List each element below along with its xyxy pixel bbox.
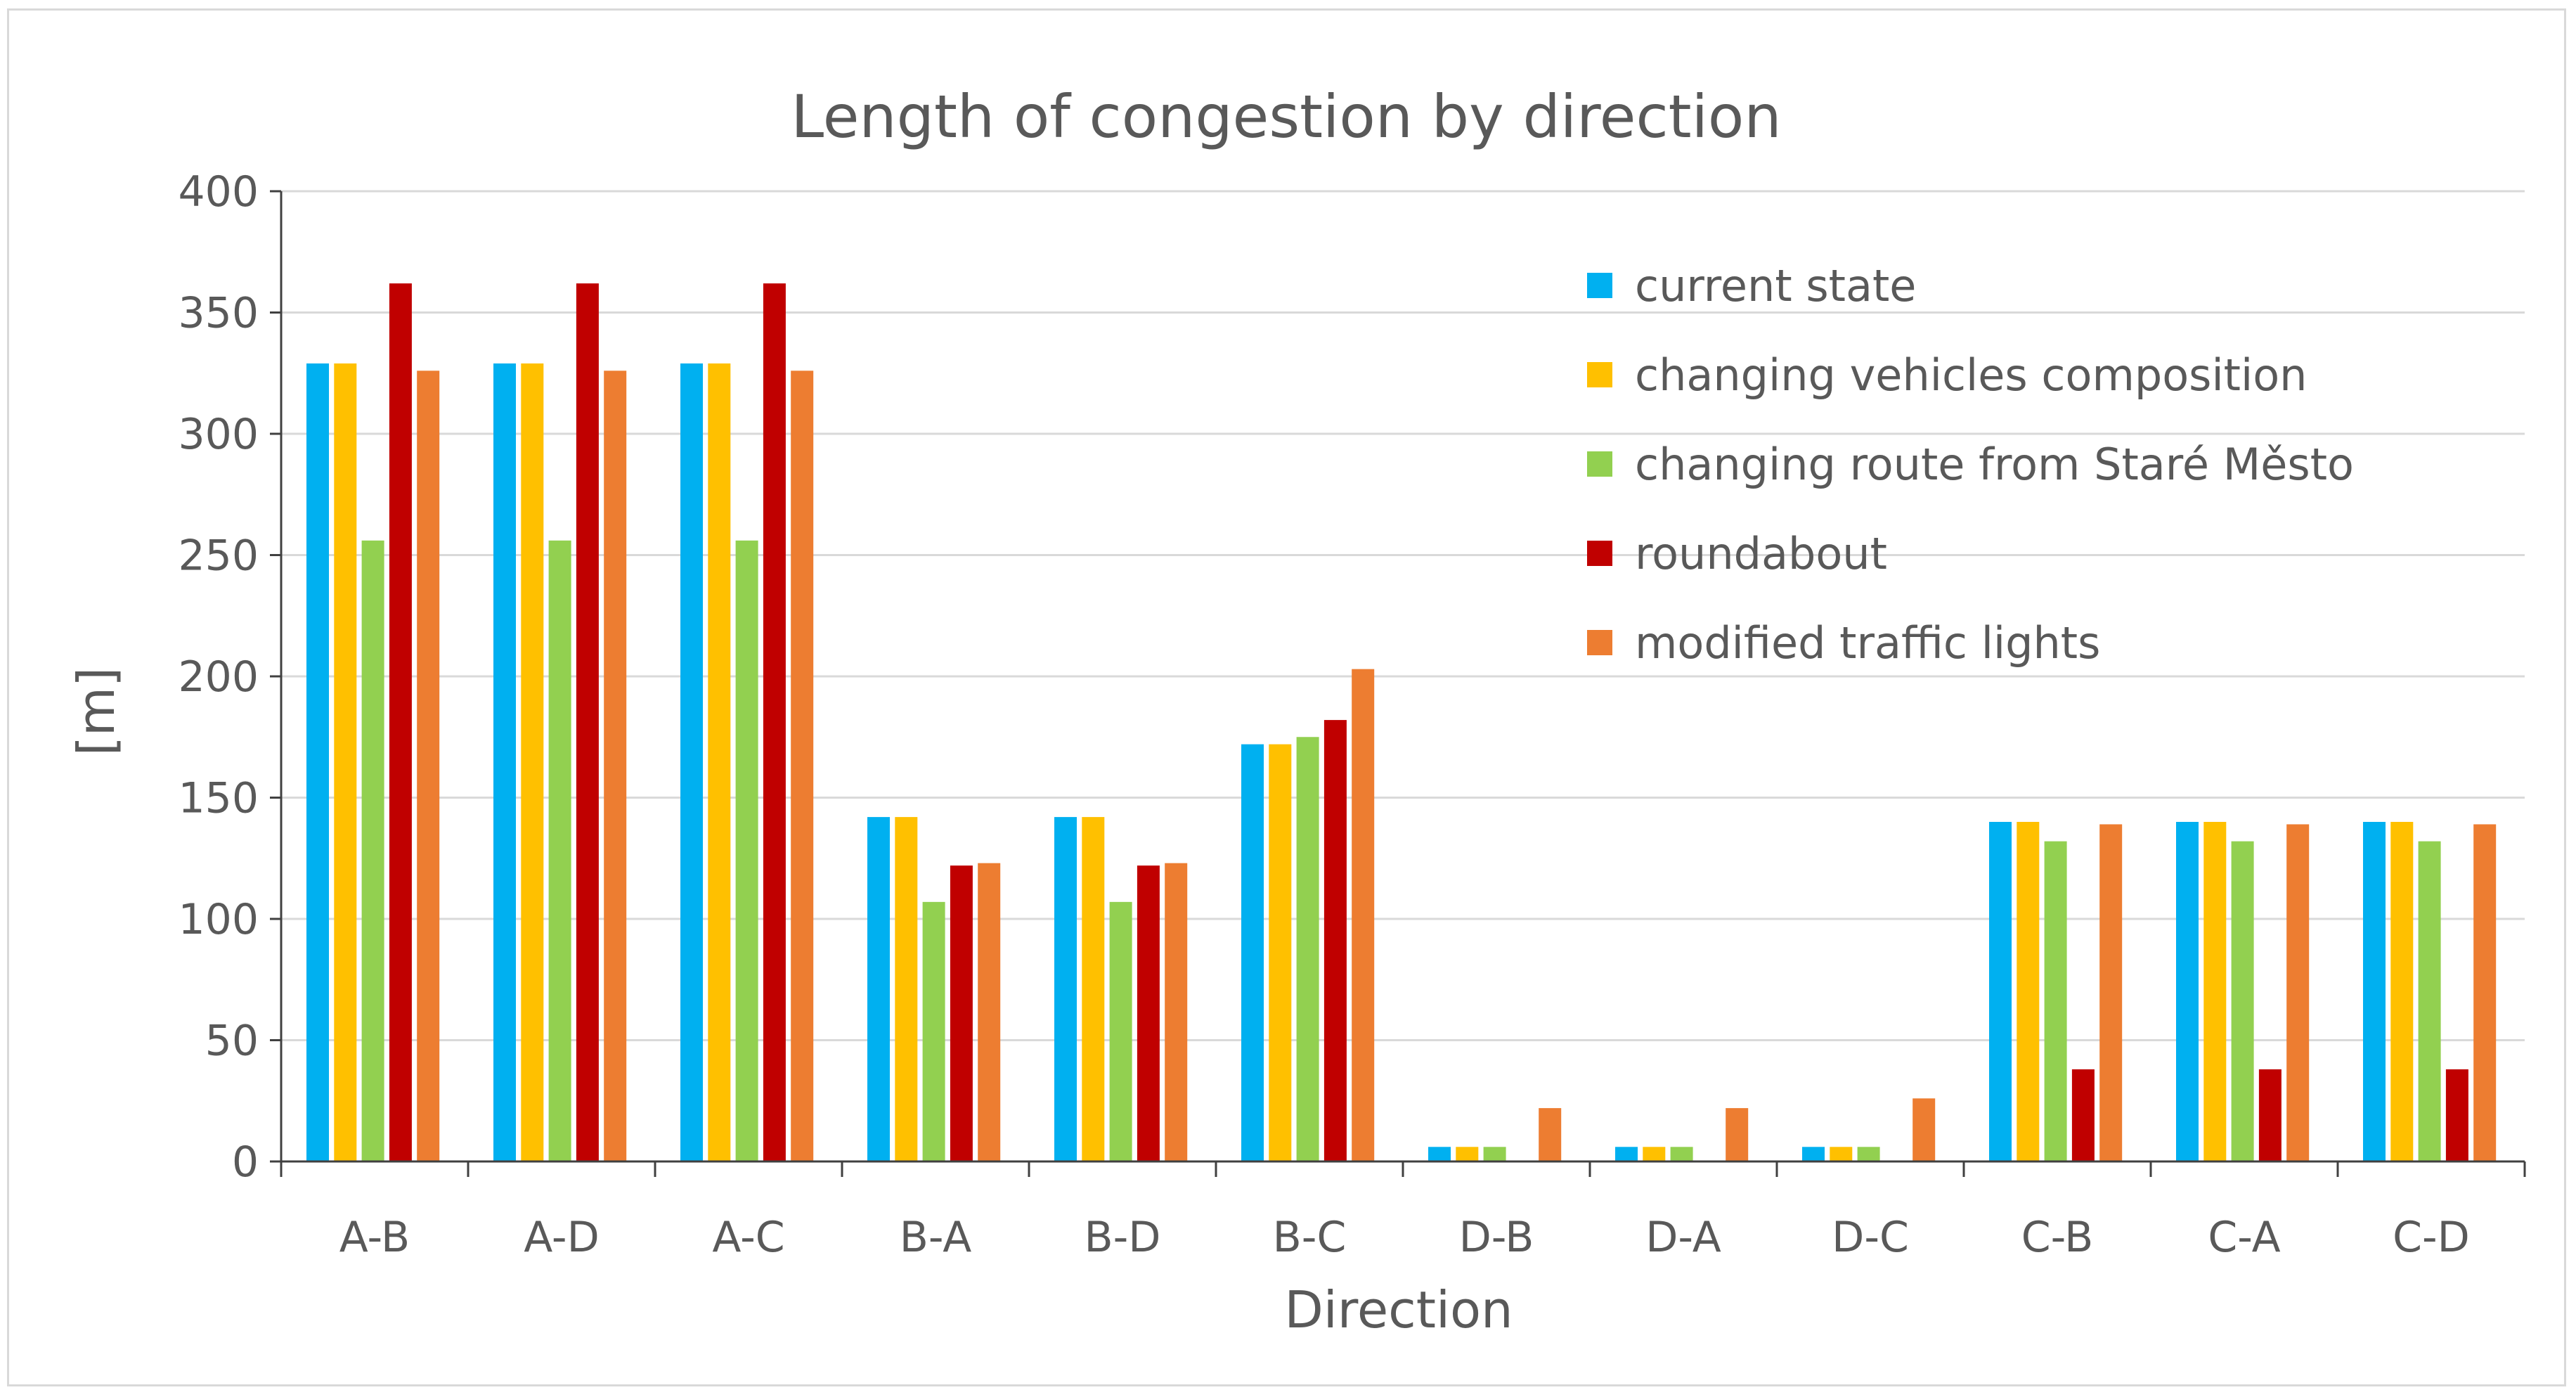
- y-tick-label: 350: [178, 289, 259, 338]
- y-tick-label: 100: [178, 895, 259, 944]
- bar-a-b-series-1: [306, 363, 329, 1162]
- bar-d-c-series-2: [1830, 1147, 1853, 1161]
- bar-c-b-series-1: [1989, 822, 2012, 1161]
- bar-d-c-series-1: [1802, 1147, 1825, 1161]
- bar-a-d-series-1: [493, 363, 516, 1162]
- x-axis-title: Direction: [1284, 1280, 1513, 1339]
- x-tick-label: A-D: [524, 1213, 600, 1262]
- legend: current state changing vehicles compositi…: [1587, 260, 2354, 669]
- bar-c-b-series-3: [2044, 841, 2067, 1161]
- bar-d-c-series-5: [1912, 1098, 1936, 1161]
- bar-b-a-series-3: [922, 901, 945, 1161]
- legend-label: roundabout: [1635, 528, 1887, 579]
- legend-swatch: [1587, 630, 1612, 655]
- bar-b-c-series-4: [1323, 720, 1347, 1161]
- bar-c-a-series-2: [2203, 822, 2227, 1161]
- bar-b-a-series-5: [978, 863, 1001, 1161]
- bar-b-c-series-1: [1241, 744, 1264, 1161]
- bar-a-c-series-4: [763, 283, 786, 1162]
- bar-b-a-series-1: [867, 817, 890, 1161]
- bar-a-d-series-4: [576, 283, 599, 1162]
- bar-a-b-series-3: [361, 540, 384, 1161]
- bar-a-c-series-5: [791, 371, 814, 1161]
- bar-d-a-series-3: [1670, 1147, 1693, 1161]
- y-tick-label: 300: [178, 410, 259, 459]
- x-tick-label: B-C: [1273, 1213, 1347, 1262]
- bar-d-b-series-2: [1456, 1147, 1479, 1161]
- y-tick-label: 50: [205, 1017, 259, 1066]
- bar-d-b-series-5: [1539, 1108, 1562, 1161]
- bar-b-c-series-3: [1296, 737, 1319, 1161]
- bar-c-a-series-3: [2231, 841, 2254, 1161]
- x-tick-label: D-A: [1645, 1213, 1721, 1262]
- bar-b-d-series-4: [1137, 865, 1160, 1161]
- bar-c-d-series-3: [2418, 841, 2441, 1161]
- legend-label: current state: [1635, 260, 1916, 311]
- bar-a-c-series-2: [708, 363, 731, 1162]
- bar-d-a-series-1: [1615, 1147, 1638, 1161]
- bar-a-b-series-4: [389, 283, 412, 1162]
- bar-b-a-series-4: [950, 865, 973, 1161]
- bar-d-b-series-1: [1428, 1147, 1451, 1161]
- axes: [270, 190, 2526, 1177]
- x-tick-label: D-B: [1459, 1213, 1534, 1262]
- bar-c-d-series-1: [2363, 822, 2386, 1161]
- bars: [306, 283, 2497, 1162]
- bar-c-b-series-4: [2071, 1069, 2095, 1161]
- bar-b-d-series-3: [1109, 901, 1132, 1161]
- bar-b-a-series-2: [895, 817, 918, 1161]
- bar-d-b-series-3: [1483, 1147, 1506, 1161]
- bar-b-d-series-5: [1165, 863, 1188, 1161]
- bar-c-d-series-4: [2445, 1069, 2468, 1161]
- y-axis-title: [m]: [67, 667, 126, 756]
- x-tick-label: C-B: [2021, 1213, 2094, 1262]
- bar-c-b-series-5: [2099, 824, 2123, 1161]
- bar-c-d-series-5: [2473, 824, 2497, 1161]
- y-tick-label: 250: [178, 532, 259, 581]
- bar-c-b-series-2: [2017, 822, 2040, 1161]
- bar-c-a-series-1: [2176, 822, 2199, 1161]
- y-tick-label: 150: [178, 774, 259, 823]
- x-tick-label: B-D: [1084, 1213, 1160, 1262]
- bar-c-a-series-4: [2258, 1069, 2281, 1161]
- gridlines: [281, 190, 2525, 1041]
- x-tick-label: B-A: [900, 1213, 972, 1262]
- y-tick-label: 200: [178, 652, 259, 702]
- x-tick-label: A-C: [712, 1213, 784, 1262]
- y-tick-label: 0: [232, 1138, 259, 1187]
- bar-d-a-series-2: [1643, 1147, 1666, 1161]
- bar-b-d-series-1: [1054, 817, 1077, 1161]
- bar-a-c-series-3: [735, 540, 758, 1161]
- legend-swatch: [1587, 273, 1612, 298]
- legend-swatch: [1587, 451, 1612, 477]
- bar-d-c-series-3: [1857, 1147, 1880, 1161]
- x-tick-label: D-C: [1832, 1213, 1909, 1262]
- x-tick-label: C-D: [2393, 1213, 2470, 1262]
- bar-c-a-series-5: [2286, 824, 2310, 1161]
- bar-a-b-series-2: [334, 363, 357, 1162]
- x-tick-label: A-B: [339, 1213, 410, 1262]
- y-tick-label: 400: [178, 167, 259, 217]
- legend-label: changing vehicles composition: [1635, 349, 2307, 401]
- chart-title: Length of congestion by direction: [791, 82, 1781, 151]
- legend-label: modified traffic lights: [1635, 617, 2100, 669]
- bar-a-c-series-1: [680, 363, 703, 1162]
- bar-b-c-series-5: [1352, 669, 1375, 1161]
- tick-labels: 0 50 100 150 200 250 300 350 400 A-B A-D A-C B-A B-D B…: [178, 167, 2469, 1262]
- bar-a-d-series-5: [604, 371, 627, 1161]
- bar-c-d-series-2: [2390, 822, 2414, 1161]
- bar-b-d-series-2: [1082, 817, 1105, 1161]
- legend-swatch: [1587, 541, 1612, 566]
- bar-d-a-series-5: [1726, 1108, 1749, 1161]
- x-tick-label: C-A: [2208, 1213, 2280, 1262]
- bar-a-d-series-3: [548, 540, 571, 1161]
- legend-swatch: [1587, 362, 1612, 387]
- bar-a-b-series-5: [417, 371, 440, 1161]
- bar-b-c-series-2: [1269, 744, 1292, 1161]
- legend-label: changing route from Staré Město: [1635, 439, 2354, 490]
- bar-a-d-series-2: [521, 363, 544, 1162]
